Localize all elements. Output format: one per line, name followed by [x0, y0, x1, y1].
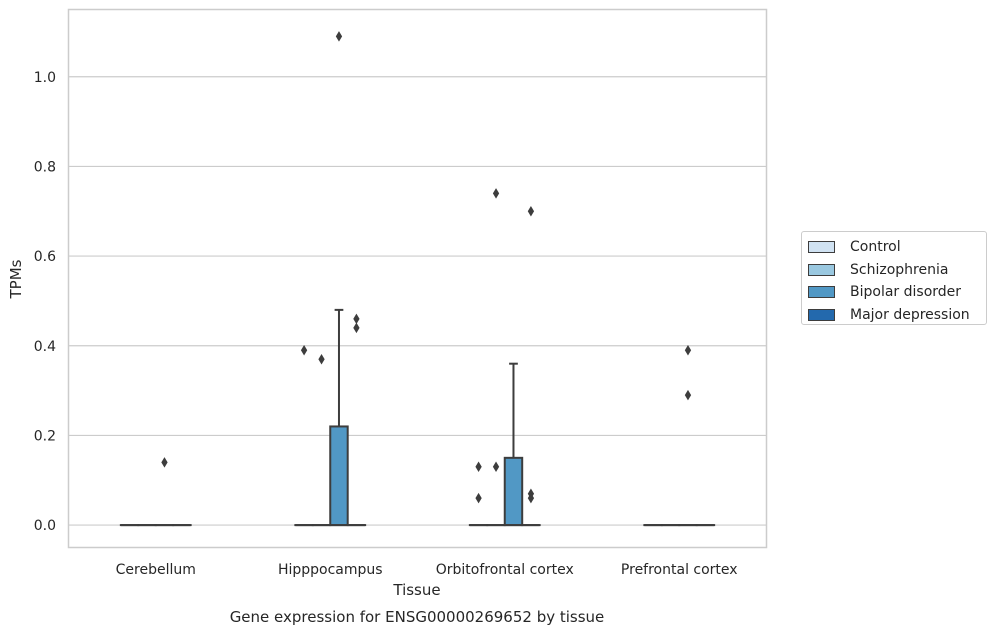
outlier-point [300, 344, 308, 356]
y-tick-label: 0.4 [34, 339, 56, 355]
outlier-point [353, 322, 360, 334]
box-plot [521, 206, 541, 527]
legend-swatch [808, 308, 835, 321]
y-tick-labels: 0.0 0.2 0.4 0.6 0.8 1.0 [34, 70, 56, 534]
outlier-point [527, 492, 535, 504]
x-tick-label: Cerebellum [116, 562, 196, 578]
box-plot [346, 313, 367, 527]
legend: Control Schizophrenia Bipolar disorder Majo… [801, 231, 987, 325]
box-iqr [329, 425, 349, 527]
y-tick-label: 0.8 [34, 159, 56, 175]
legend-label: Bipolar disorder [850, 284, 962, 301]
legend-item: Bipolar disorder [808, 281, 986, 304]
x-tick-labels: Cerebellum Hipppocampus Orbitofrontal cort… [116, 562, 738, 578]
legend-item: Major depression [808, 304, 986, 327]
legend-swatch [808, 286, 835, 299]
box-plot [311, 353, 332, 527]
box-plot [503, 362, 524, 527]
legend-swatch [808, 263, 835, 276]
x-tick-label: Prefrontal cortex [621, 562, 738, 578]
plot-area-frame [67, 8, 768, 549]
box-plot [468, 461, 489, 527]
x-axis-title: Tissue [392, 581, 440, 599]
legend-item: Control [808, 236, 986, 259]
outlier-point [475, 461, 482, 473]
outlier-point [527, 206, 535, 217]
box-plot [486, 188, 506, 527]
legend-item: Schizophrenia [808, 259, 986, 282]
outlier-point [353, 313, 360, 325]
legend-label: Control [850, 239, 901, 256]
y-tick-label: 0.0 [34, 518, 56, 534]
outlier-point [318, 353, 325, 365]
outlier-point [161, 457, 168, 468]
outlier-point [335, 31, 343, 42]
box-plot [294, 344, 314, 527]
y-tick-label: 0.2 [34, 428, 56, 444]
y-axis-title: TPMs [7, 259, 25, 299]
box-plot [154, 457, 175, 527]
outlier-point [684, 389, 692, 401]
gridlines [68, 76, 767, 526]
legend-swatch [808, 241, 835, 254]
legend-label: Major depression [850, 306, 970, 323]
outlier-point [684, 344, 692, 356]
y-tick-label: 1.0 [34, 70, 56, 86]
legend-label: Schizophrenia [850, 261, 949, 278]
outlier-point [475, 492, 482, 504]
outlier-point [492, 188, 500, 199]
box-plot [329, 31, 349, 527]
box-plots [119, 31, 716, 527]
x-tick-label: Orbitofrontal cortex [436, 562, 574, 578]
y-tick-label: 0.6 [34, 249, 56, 265]
figure-caption: Gene expression for ENSG00000269652 by t… [230, 608, 605, 626]
outlier-point [492, 461, 500, 473]
x-tick-label: Hipppocampus [278, 562, 383, 578]
box-iqr [503, 456, 524, 527]
